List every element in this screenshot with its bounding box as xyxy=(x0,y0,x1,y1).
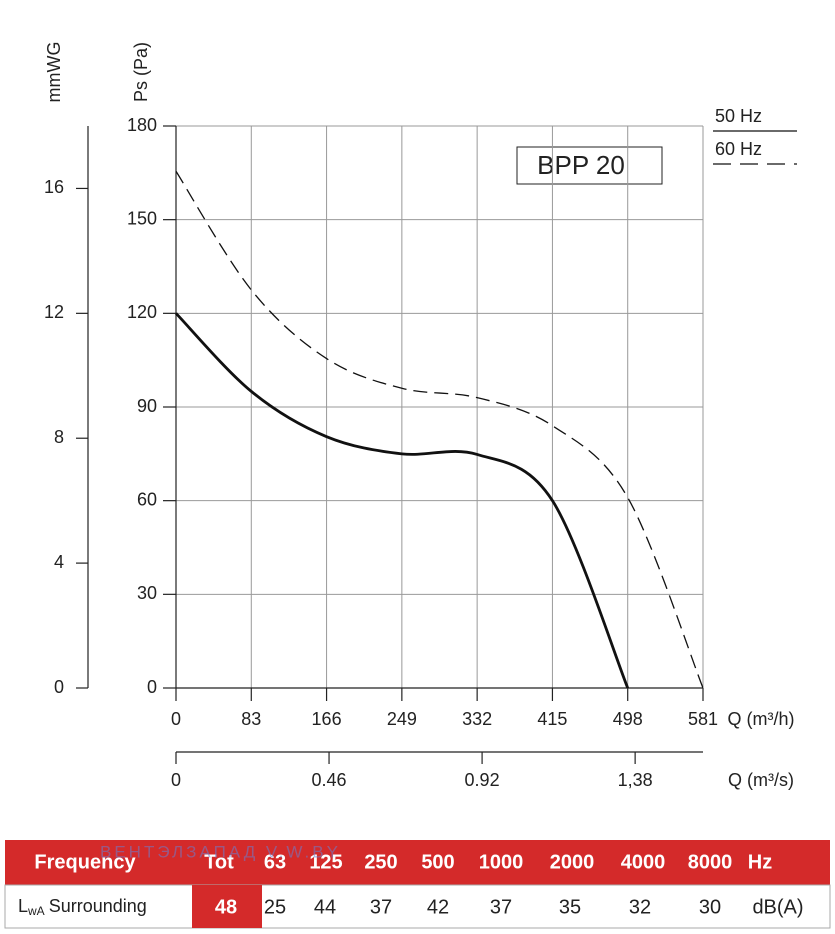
table-cell: dB(A) xyxy=(752,896,803,918)
annotation-box xyxy=(516,146,663,185)
table-header-cell: Hz xyxy=(748,851,772,873)
x-tick-label: 83 xyxy=(241,709,261,729)
x2-axis-title: Q (m³/s) xyxy=(728,770,794,790)
x-axis-title: Q (m³/h) xyxy=(728,709,795,729)
table-cell: 44 xyxy=(314,896,336,918)
series-line xyxy=(174,312,630,689)
table-row-bg xyxy=(4,884,831,929)
row-label-text: Surrounding xyxy=(49,896,147,916)
table: LwA Surrounding Frequency Tot 63 125 250 500 10… xyxy=(4,840,831,929)
annotation: BPP 20 xyxy=(537,150,625,180)
y-tick-label: 30 xyxy=(137,583,157,603)
y2-tick-label: 16 xyxy=(44,177,64,197)
y-axis-title: Ps (Pa) xyxy=(131,42,151,102)
table-header-cell: 250 xyxy=(364,851,397,873)
y-tick-label: 90 xyxy=(137,396,157,416)
x-tick-label: 0 xyxy=(171,709,181,729)
x2-tick-label: 0.92 xyxy=(465,770,500,790)
y-tick-label: 60 xyxy=(137,489,157,509)
table-cell: 25 xyxy=(264,896,286,918)
y-tick-label: 120 xyxy=(127,302,157,322)
y-tick-label: 0 xyxy=(147,677,157,697)
x-tick-label: 332 xyxy=(462,709,492,729)
table-header-cell: 1000 xyxy=(479,851,524,873)
y-tick-label: 180 xyxy=(127,115,157,135)
table-total-bg xyxy=(192,885,262,928)
row-label-symbol: L xyxy=(18,896,28,916)
table-cell: 37 xyxy=(490,896,512,918)
x2-tick-label: 0 xyxy=(171,770,181,790)
watermark: ВЕНТЭЛЗАПАД V.W.BY xyxy=(100,842,341,861)
row-label-subscript: wA xyxy=(27,904,45,918)
y2-tick-label: 0 xyxy=(54,677,64,697)
y2-axis-title: mmWG xyxy=(44,42,64,103)
table-header-cell: 63 xyxy=(264,851,286,873)
x-tick-label: 249 xyxy=(387,709,417,729)
table-header-cell: Tot xyxy=(204,851,234,873)
table-header-cell: 8000 xyxy=(688,851,733,873)
x2-tick-label: 1,38 xyxy=(618,770,653,790)
y2-tick-label: 12 xyxy=(44,302,64,322)
table-header-cell: 500 xyxy=(421,851,454,873)
x-tick-label: 581 xyxy=(688,709,718,729)
series-line xyxy=(175,170,704,689)
y2-tick-label: 8 xyxy=(54,427,64,447)
x-tick-label: 415 xyxy=(537,709,567,729)
legend-label: 50 Hz xyxy=(715,106,762,126)
y2-tick-label: 4 xyxy=(54,552,64,572)
table-cell: 48 xyxy=(215,896,237,918)
table-cell: 30 xyxy=(699,896,721,918)
table-cell: 32 xyxy=(629,896,651,918)
table-header-cell: 125 xyxy=(309,851,342,873)
table-header-cell: 2000 xyxy=(550,851,595,873)
table-cell: 37 xyxy=(370,896,392,918)
table-header-cell: 4000 xyxy=(621,851,666,873)
x2-tick-label: 0.46 xyxy=(312,770,347,790)
table-header-bg xyxy=(5,840,830,885)
row-label: LwA Surrounding xyxy=(18,896,147,918)
table-cell: 35 xyxy=(559,896,581,918)
x-tick-label: 498 xyxy=(613,709,643,729)
table-header-cell: Frequency xyxy=(34,851,136,873)
table-cell: 42 xyxy=(427,896,449,918)
x-tick-label: 166 xyxy=(312,709,342,729)
y-tick-label: 150 xyxy=(127,208,157,228)
legend-label: 60 Hz xyxy=(715,139,762,159)
